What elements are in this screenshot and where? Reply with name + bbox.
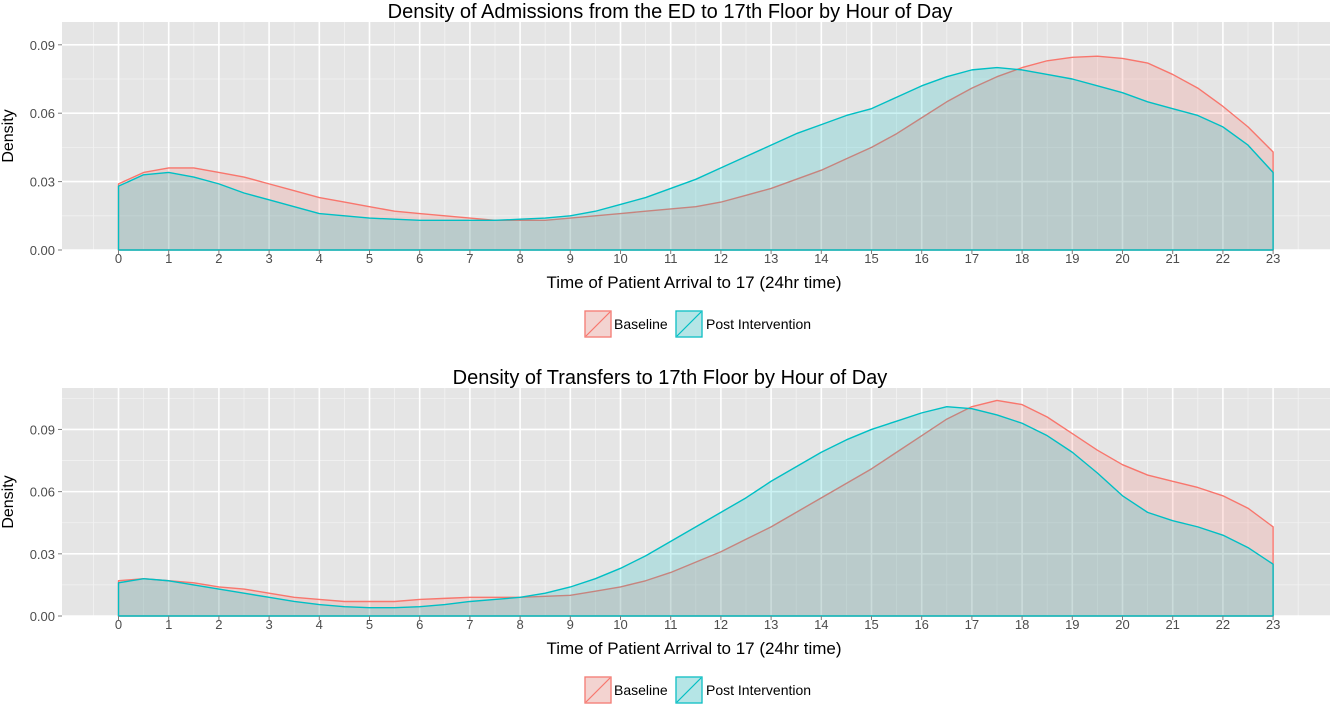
x-tick-label: 19 — [1065, 617, 1079, 632]
y-axis-title: Density — [0, 109, 17, 162]
legend-key-diagonal — [676, 677, 702, 703]
x-tick-label: 8 — [516, 617, 523, 632]
series-post-intervention-area — [117, 66, 1274, 251]
x-tick-label: 6 — [416, 617, 423, 632]
x-axis-title: Time of Patient Arrival to 17 (24hr time… — [546, 273, 841, 292]
legend-label-post-intervention: Post Intervention — [706, 682, 811, 698]
x-tick-label: 5 — [366, 617, 373, 632]
y-tick-label: 0.09 — [30, 38, 55, 53]
x-tick-label: 15 — [864, 617, 878, 632]
legend-label-post-intervention: Post Intervention — [706, 316, 811, 332]
x-tick-label: 20 — [1115, 617, 1129, 632]
x-tick-label: 2 — [215, 617, 222, 632]
x-tick-label: 16 — [914, 251, 928, 266]
x-tick-label: 10 — [613, 251, 627, 266]
y-axis-title: Density — [0, 475, 17, 528]
x-tick-label: 6 — [416, 251, 423, 266]
y-tick-label: 0.00 — [30, 243, 55, 258]
y-tick-label: 0.06 — [30, 485, 55, 500]
x-tick-label: 16 — [914, 617, 928, 632]
x-tick-label: 12 — [714, 251, 728, 266]
x-tick-label: 17 — [965, 617, 979, 632]
x-tick-label: 11 — [664, 617, 678, 632]
x-tick-label: 9 — [567, 617, 574, 632]
x-tick-label: 22 — [1216, 617, 1230, 632]
x-tick-label: 7 — [466, 617, 473, 632]
x-tick-label: 20 — [1115, 251, 1129, 266]
legend-key-diagonal — [585, 677, 611, 703]
x-tick-label: 0 — [115, 251, 122, 266]
x-tick-label: 4 — [316, 251, 323, 266]
x-tick-label: 14 — [814, 251, 828, 266]
series-baseline-area — [117, 55, 1274, 251]
x-tick-label: 14 — [814, 617, 828, 632]
x-axis-title: Time of Patient Arrival to 17 (24hr time… — [546, 639, 841, 658]
x-tick-label: 17 — [965, 251, 979, 266]
x-tick-label: 18 — [1015, 617, 1029, 632]
legend-label-baseline: Baseline — [614, 316, 668, 332]
x-tick-label: 11 — [664, 251, 678, 266]
series-baseline-area — [117, 399, 1274, 617]
x-tick-label: 21 — [1165, 251, 1179, 266]
x-tick-label: 10 — [613, 617, 627, 632]
legend: Baseline Post Intervention — [584, 310, 811, 338]
x-tick-label: 13 — [764, 251, 778, 266]
y-tick-label: 0.06 — [30, 106, 55, 121]
x-tick-label: 19 — [1065, 251, 1079, 266]
y-tick-label: 0.00 — [30, 609, 55, 624]
y-tick-label: 0.09 — [30, 422, 55, 437]
x-tick-label: 23 — [1266, 251, 1280, 266]
x-tick-label: 3 — [265, 251, 272, 266]
legend-key-diagonal — [676, 311, 702, 337]
x-tick-label: 12 — [714, 617, 728, 632]
chart-title: Density of Transfers to 17th Floor by Ho… — [453, 367, 888, 389]
x-tick-label: 18 — [1015, 251, 1029, 266]
x-tick-label: 1 — [165, 617, 172, 632]
x-tick-label: 4 — [316, 617, 323, 632]
x-tick-label: 2 — [215, 251, 222, 266]
x-tick-label: 7 — [466, 251, 473, 266]
x-tick-label: 21 — [1165, 617, 1179, 632]
legend: Baseline Post Intervention — [584, 676, 811, 704]
x-tick-label: 1 — [165, 251, 172, 266]
legend-label-baseline: Baseline — [614, 682, 668, 698]
x-tick-label: 8 — [516, 251, 523, 266]
x-tick-label: 0 — [115, 617, 122, 632]
series-post-intervention-area — [117, 405, 1274, 617]
x-tick-label: 9 — [567, 251, 574, 266]
x-tick-label: 5 — [366, 251, 373, 266]
y-tick-label: 0.03 — [30, 547, 55, 562]
chart-2: Density of Transfers to 17th Floor by Ho… — [0, 367, 1330, 704]
x-tick-label: 13 — [764, 617, 778, 632]
x-tick-label: 15 — [864, 251, 878, 266]
x-tick-label: 23 — [1266, 617, 1280, 632]
chart-1: Density of Admissions from the ED to 17t… — [0, 1, 1330, 338]
chart-title: Density of Admissions from the ED to 17t… — [388, 1, 953, 23]
x-tick-label: 22 — [1216, 251, 1230, 266]
x-tick-label: 3 — [265, 617, 272, 632]
legend-key-diagonal — [585, 311, 611, 337]
y-tick-label: 0.03 — [30, 175, 55, 190]
